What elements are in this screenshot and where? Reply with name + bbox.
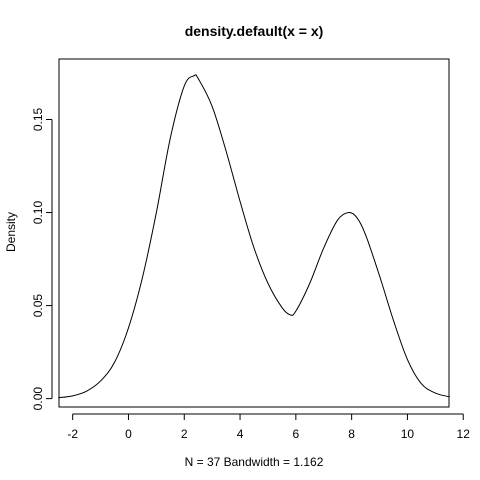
y-axis-label: Density <box>4 212 18 252</box>
density-curve <box>58 74 450 399</box>
x-tick-label: 6 <box>293 427 300 441</box>
x-tick-label: -2 <box>67 427 78 441</box>
x-tick-label: 8 <box>348 427 355 441</box>
x-tick-label: 4 <box>237 427 244 441</box>
y-tick-label: 0.05 <box>31 294 45 318</box>
x-tick-label: 10 <box>401 427 415 441</box>
plot-frame <box>58 58 450 408</box>
axis-layer: -2 0 2 4 6 8 10 12 0.00 0.05 0.10 0.15 <box>31 107 470 441</box>
x-tick-label: 12 <box>457 427 471 441</box>
y-tick-label: 0.15 <box>31 107 45 131</box>
chart-title: density.default(x = x) <box>185 23 324 39</box>
x-tick-label: 0 <box>125 427 132 441</box>
curve-layer <box>58 74 450 399</box>
y-tick-label: 0.00 <box>31 387 45 411</box>
x-axis-label: N = 37 Bandwidth = 1.162 <box>185 455 324 469</box>
y-tick-label: 0.10 <box>31 201 45 225</box>
x-tick-label: 2 <box>181 427 188 441</box>
